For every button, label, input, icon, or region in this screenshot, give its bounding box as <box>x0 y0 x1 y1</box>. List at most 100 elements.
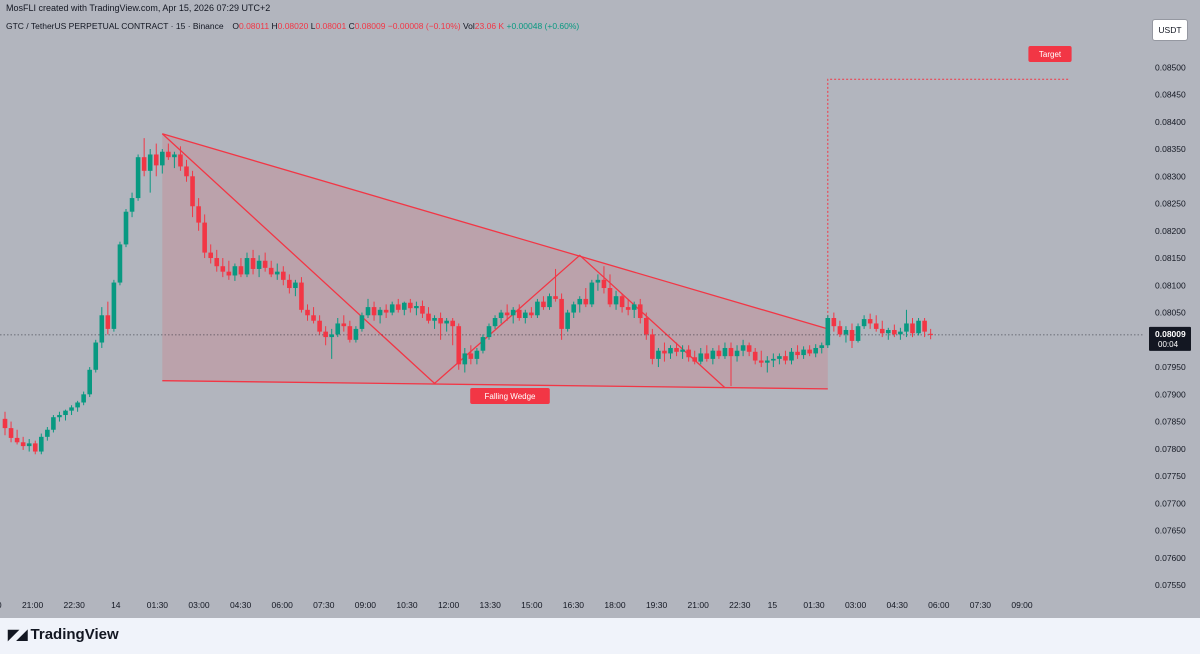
target-label-text: Target <box>1039 50 1062 59</box>
time-axis[interactable]: 19:30 21:00 22:30 14 01:30 03:00 04:30 06:00 07:… <box>0 596 1200 618</box>
candle <box>740 339 746 357</box>
candle <box>450 318 455 346</box>
candle <box>202 214 207 259</box>
price-axis[interactable]: 0.08500 0.08450 0.08400 0.08350 0.08300 0.082… <box>1143 0 1200 618</box>
volume-change: +0.00048 (+0.60%) <box>506 21 580 31</box>
candle <box>577 296 583 313</box>
candle-body <box>898 331 903 335</box>
time-tick-label: 03:00 <box>845 600 867 610</box>
candle <box>81 391 86 406</box>
candle-body <box>601 279 607 289</box>
candle-body <box>438 318 443 324</box>
candle-body <box>849 329 855 341</box>
candle-body <box>892 329 897 335</box>
candle-body <box>57 415 62 418</box>
price-tick-label: 0.07850 <box>1155 417 1186 427</box>
candle <box>904 309 909 338</box>
candle-body <box>662 350 667 354</box>
candle <box>734 345 740 362</box>
candle <box>69 405 74 416</box>
candle-body <box>504 312 510 316</box>
last-price-badge <box>1149 326 1191 351</box>
candle <box>771 353 776 368</box>
candle-body <box>117 244 123 283</box>
candle-body <box>831 318 837 327</box>
candle-body <box>153 154 159 166</box>
candle-body <box>535 301 540 316</box>
candle-body <box>51 417 56 430</box>
candle <box>559 293 564 340</box>
candle-body <box>347 326 353 340</box>
candle-body <box>26 443 32 447</box>
close-label: C <box>348 21 355 31</box>
candle-body <box>69 407 74 411</box>
candle <box>153 143 159 177</box>
candle <box>341 315 347 332</box>
time-tick-label: 21:00 <box>22 600 44 610</box>
price-tick-label: 0.08350 <box>1155 144 1186 154</box>
candle <box>323 326 328 346</box>
footer-bar <box>0 618 1200 654</box>
candle <box>583 288 589 308</box>
candle-body <box>226 271 232 276</box>
wedge-fill <box>162 133 828 389</box>
candle <box>504 304 510 321</box>
candle <box>172 151 177 169</box>
candle <box>87 367 92 398</box>
candle-body <box>801 349 806 356</box>
close-value: 0.08009 <box>354 21 386 31</box>
candle <box>601 266 607 294</box>
candle-body <box>783 356 788 361</box>
candle <box>305 304 310 321</box>
candle-body <box>613 296 619 305</box>
candle <box>287 274 292 294</box>
price-tick-label: 0.08250 <box>1155 199 1186 209</box>
candle <box>728 342 734 387</box>
candle-body <box>111 282 117 329</box>
candle <box>111 279 117 332</box>
candle-body <box>843 329 849 335</box>
symbol-name[interactable]: GTC / TetherUS PERPETUAL CONTRACT · 15 ·… <box>6 21 224 31</box>
candle <box>311 307 316 324</box>
price-tick-label: 0.08500 <box>1155 62 1186 72</box>
candle-body <box>32 443 38 452</box>
tradingview-mark-icon: ◤◢ <box>8 626 27 642</box>
candle-body <box>99 315 105 343</box>
candle <box>777 353 782 365</box>
candle-body <box>710 350 716 359</box>
candle-body <box>553 296 558 299</box>
candle <box>456 323 462 370</box>
candle-body <box>196 206 201 223</box>
candle-body <box>523 312 528 318</box>
candle <box>123 208 129 248</box>
candle-body <box>256 260 262 269</box>
candle-body <box>589 282 595 305</box>
currency-button[interactable]: USDT <box>1152 19 1188 41</box>
candle <box>129 192 135 218</box>
candle <box>486 323 492 340</box>
candle-body <box>432 318 437 321</box>
candle <box>855 323 861 343</box>
candle-body <box>238 266 244 275</box>
time-tick-label: 19:30 <box>646 600 668 610</box>
candle <box>347 320 353 343</box>
open-label: O <box>232 21 239 31</box>
candle <box>135 154 141 201</box>
price-tick-label: 0.07700 <box>1155 498 1186 508</box>
volume-value: 23.06 K <box>474 21 505 31</box>
tradingview-logo[interactable]: ◤◢ TradingView <box>8 626 119 643</box>
candle-body <box>916 320 921 334</box>
candle-body <box>178 154 183 167</box>
candle <box>662 342 667 362</box>
candle <box>262 252 268 272</box>
price-tick-label: 0.08150 <box>1155 253 1186 263</box>
candle-body <box>789 351 794 361</box>
candle-body <box>728 347 734 357</box>
candle-body <box>14 437 20 443</box>
candle-body <box>746 345 752 352</box>
candle <box>57 411 62 422</box>
candle <box>595 274 601 291</box>
candle <box>444 318 449 332</box>
candle-body <box>262 260 268 268</box>
